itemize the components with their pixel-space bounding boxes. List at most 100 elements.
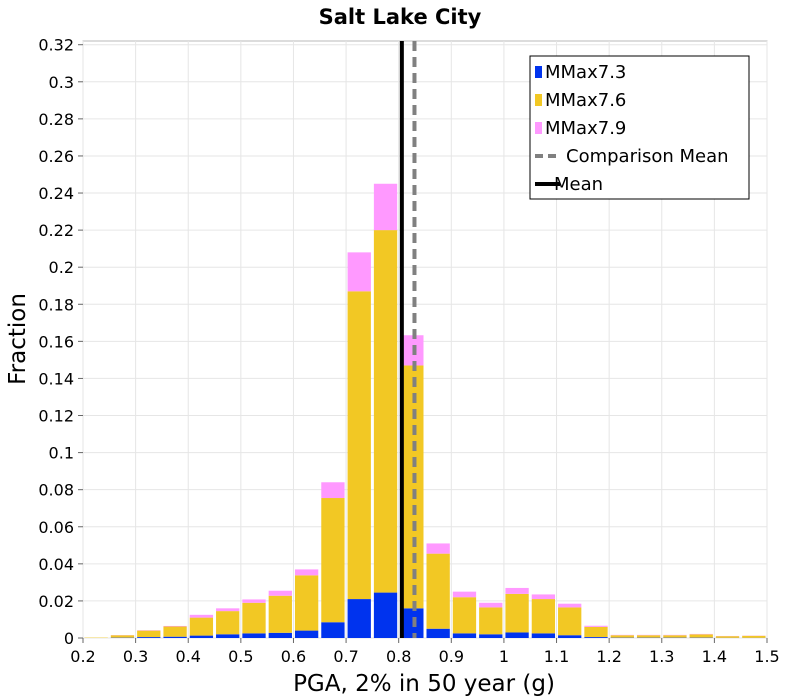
bar-mmax7-3 — [452, 633, 477, 638]
bar-mmax7-6 — [505, 593, 529, 633]
bar-mmax7-9 — [426, 543, 450, 554]
x-tick-label: 1.3 — [649, 647, 674, 666]
bar-mmax7-3 — [137, 637, 161, 638]
y-tick-label: 0.08 — [38, 481, 74, 500]
bar-mmax7-3 — [163, 636, 187, 638]
bar-mmax7-6 — [558, 607, 582, 636]
bar-mmax7-9 — [505, 587, 529, 594]
bar-mmax7-3 — [505, 632, 529, 638]
x-tick-label: 0.8 — [386, 647, 411, 666]
bar-mmax7-3 — [584, 637, 608, 638]
legend-box — [529, 55, 750, 200]
y-tick-label: 0.22 — [38, 221, 74, 240]
bar-mmax7-6 — [216, 611, 240, 635]
chart-title: Salt Lake City — [319, 5, 482, 29]
x-tick-label: 1.1 — [544, 647, 569, 666]
x-axis-ticks: 0.2 0.3 0.4 0.5 0.6 0.7 0.8 0.9 1 1.1 1.2 1.3 1.4 1.5 — [70, 638, 780, 666]
y-axis-ticks: 0 0.02 0.04 0.06 0.08 0.1 0.12 0.14 0.16 0.18 0.2 0… — [38, 36, 83, 648]
bar-mmax7-3 — [216, 634, 240, 638]
bar-mmax7-6 — [479, 607, 503, 635]
bar-mmax7-3 — [400, 608, 424, 638]
bar-mmax7-9 — [321, 482, 345, 499]
legend-label: MMax7.6 — [545, 90, 626, 111]
bar-mmax7-3 — [321, 622, 345, 638]
bar-mmax7-9 — [189, 614, 214, 618]
bar-mmax7-6 — [663, 635, 687, 638]
x-tick-label: 0.4 — [176, 647, 201, 666]
y-tick-label: 0.14 — [38, 369, 74, 388]
y-tick-label: 0.26 — [38, 147, 74, 166]
bar-mmax7-6 — [636, 635, 661, 638]
y-tick-label: 0.32 — [38, 36, 74, 55]
x-tick-label: 0.2 — [70, 647, 95, 666]
bar-mmax7-3 — [426, 628, 450, 638]
legend-label: MMax7.3 — [545, 62, 626, 83]
y-tick-label: 0.02 — [38, 592, 74, 611]
bar-mmax7-9 — [242, 599, 266, 603]
y-tick-label: 0 — [64, 629, 74, 648]
y-tick-label: 0.18 — [38, 295, 74, 314]
y-axis-title: Fraction — [5, 293, 31, 385]
bar-mmax7-6 — [400, 365, 424, 609]
bar-mmax7-6 — [742, 635, 766, 638]
y-tick-label: 0.16 — [38, 332, 74, 351]
x-axis-title: PGA, 2% in 50 year (g) — [293, 671, 555, 697]
legend-swatch-mmax7-9 — [535, 122, 542, 134]
bar-mmax7-6 — [531, 599, 556, 634]
y-tick-label: 0.1 — [49, 444, 74, 463]
bar-mmax7-6 — [268, 595, 292, 633]
bar-mmax7-6 — [137, 630, 161, 638]
legend: MMax7.3 MMax7.6 MMax7.9 Comparison Mean Mean — [529, 55, 750, 200]
legend-swatch-mmax7-3 — [535, 66, 542, 78]
y-tick-label: 0.12 — [38, 407, 74, 426]
bar-mmax7-6 — [110, 635, 135, 638]
bar-mmax7-9 — [479, 602, 503, 608]
bar-mmax7-6 — [294, 575, 319, 631]
bar-mmax7-6 — [689, 634, 713, 638]
bar-mmax7-9 — [558, 603, 582, 608]
bar-mmax7-3 — [531, 633, 556, 638]
legend-label: Mean — [554, 174, 603, 195]
x-tick-label: 0.5 — [228, 647, 253, 666]
bar-mmax7-6 — [189, 617, 214, 636]
bar-mmax7-3 — [373, 592, 398, 638]
bar-mmax7-3 — [347, 599, 371, 638]
bar-mmax7-9 — [531, 594, 556, 600]
bar-mmax7-9 — [294, 569, 319, 576]
bar-mmax7-6 — [610, 635, 634, 638]
bar-mmax7-6 — [242, 602, 266, 634]
bar-mmax7-9 — [373, 183, 398, 231]
y-tick-label: 0.28 — [38, 110, 74, 129]
bar-mmax7-9 — [216, 608, 240, 612]
x-tick-label: 0.3 — [123, 647, 148, 666]
legend-label: Comparison Mean — [566, 146, 729, 167]
bar-mmax7-9 — [452, 591, 477, 598]
bar-mmax7-6 — [373, 230, 398, 593]
bar-mmax7-6 — [584, 626, 608, 638]
x-tick-label: 1 — [499, 647, 509, 666]
bar-mmax7-9 — [584, 625, 608, 627]
x-tick-label: 1.5 — [754, 647, 779, 666]
y-tick-label: 0.3 — [49, 73, 74, 92]
y-tick-label: 0.06 — [38, 518, 74, 537]
bar-mmax7-6 — [163, 626, 187, 637]
x-tick-label: 0.7 — [333, 647, 358, 666]
x-tick-label: 1.4 — [702, 647, 727, 666]
bar-mmax7-9 — [163, 625, 187, 627]
y-tick-label: 0.04 — [38, 555, 74, 574]
bar-mmax7-9 — [268, 590, 292, 596]
bar-mmax7-3 — [268, 632, 292, 638]
x-tick-label: 1.2 — [596, 647, 621, 666]
y-tick-label: 0.24 — [38, 184, 74, 203]
mean-lines-group — [399, 41, 417, 638]
bar-mmax7-3 — [558, 635, 582, 638]
x-tick-label: 0.6 — [281, 647, 306, 666]
bar-mmax7-3 — [242, 633, 266, 638]
x-tick-label: 0.9 — [439, 647, 464, 666]
bar-mmax7-6 — [321, 498, 345, 623]
bar-mmax7-6 — [426, 553, 450, 629]
legend-swatch-mmax7-6 — [535, 94, 542, 106]
bar-mmax7-9 — [400, 335, 424, 366]
bar-mmax7-3 — [294, 630, 319, 638]
